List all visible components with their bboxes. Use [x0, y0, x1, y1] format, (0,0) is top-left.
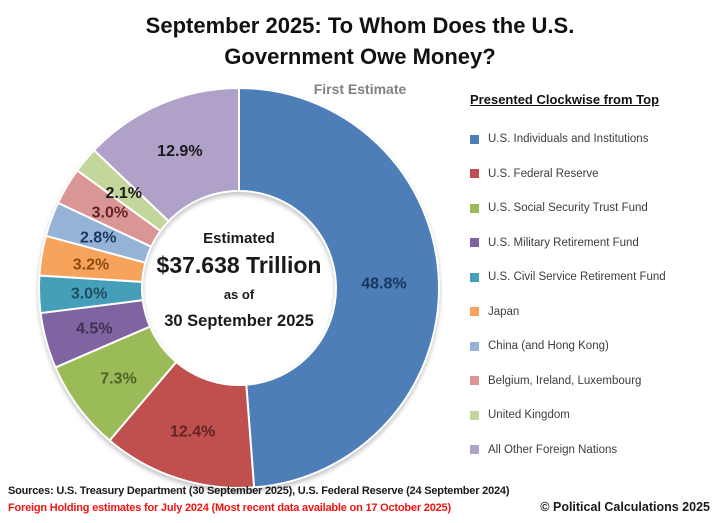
legend-label: U.S. Civil Service Retirement Fund [488, 271, 666, 283]
legend-label: U.S. Military Retirement Fund [488, 236, 639, 249]
legend-item: U.S. Military Retirement Fund [470, 237, 716, 249]
legend-label: U.S. Individuals and Institutions [488, 133, 649, 145]
legend-list: U.S. Individuals and Institutions U.S. Fe… [470, 133, 716, 456]
legend-swatch [470, 341, 479, 351]
legend-swatch [470, 238, 479, 247]
slice-percent-label: 7.3% [100, 370, 136, 387]
legend-label: U.S. Federal Reserve [488, 167, 599, 180]
slice-percent-label: 3.0% [71, 286, 107, 303]
chart-title: September 2025: To Whom Does the U.S. Go… [0, 10, 720, 72]
legend-label: Japan [488, 305, 520, 318]
slice-percent-label: 2.1% [105, 185, 141, 202]
slice-percent-label: 48.8% [361, 276, 406, 293]
slice-percent-label: 3.2% [73, 257, 109, 274]
copyright-notice: © Political Calculations 2025 [540, 500, 710, 514]
pie-slice [238, 87, 440, 489]
donut-center-annotation: Estimated $37.638 Trillion as of 30 Sept… [148, 228, 330, 334]
legend-swatch [470, 134, 479, 144]
legend-swatch [470, 307, 479, 316]
slice-percent-label: 3.0% [92, 205, 128, 222]
footer-sources: Sources: U.S. Treasury Department (30 Se… [8, 485, 510, 497]
legend-item: All Other Foreign Nations [470, 444, 716, 456]
legend-label: Belgium, Ireland, Luxembourg [488, 374, 642, 387]
chart-title-line1: September 2025: To Whom Does the U.S. [145, 13, 575, 38]
legend-header: Presented Clockwise from Top [470, 92, 660, 107]
legend-label: United Kingdom [488, 409, 570, 421]
legend-swatch [470, 203, 479, 213]
legend-item: Belgium, Ireland, Luxembourg [470, 375, 716, 387]
center-annotation-total: $37.638 Trillion [156, 252, 322, 278]
slice-percent-label: 2.8% [80, 229, 116, 246]
chart-subtitle: First Estimate [313, 81, 407, 97]
legend-item: U.S. Federal Reserve [470, 168, 716, 180]
chart-legend: Presented Clockwise from Top U.S. Indivi… [470, 92, 716, 478]
pie-slice [93, 87, 240, 223]
legend-item: U.S. Civil Service Retirement Fund [470, 271, 716, 283]
legend-swatch [470, 410, 479, 420]
legend-item: U.S. Social Security Trust Fund [470, 202, 716, 214]
slice-percent-label: 12.9% [157, 143, 202, 160]
legend-swatch [470, 445, 479, 454]
legend-item: Japan [470, 306, 716, 318]
legend-swatch [470, 272, 479, 282]
legend-label: All Other Foreign Nations [488, 443, 618, 456]
footer-note: Foreign Holding estimates for July 2024 … [8, 502, 451, 514]
legend-label: China (and Hong Kong) [488, 340, 609, 352]
legend-label: U.S. Social Security Trust Fund [488, 202, 648, 214]
slice-percent-label: 4.5% [76, 321, 112, 338]
slice-percent-label: 12.4% [170, 424, 215, 441]
legend-item: U.S. Individuals and Institutions [470, 133, 716, 145]
center-annotation-date: 30 September 2025 [164, 312, 314, 330]
center-annotation-line1: Estimated [203, 230, 275, 247]
legend-item: China (and Hong Kong) [470, 340, 716, 352]
legend-swatch [470, 376, 479, 385]
legend-swatch [470, 169, 479, 178]
legend-item: United Kingdom [470, 409, 716, 421]
center-annotation-line3: as of [223, 287, 255, 302]
chart-title-line2: Government Owe Money? [224, 44, 496, 69]
